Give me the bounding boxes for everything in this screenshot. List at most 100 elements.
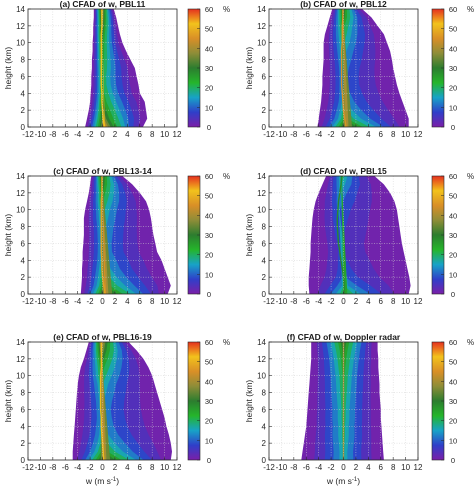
x-tick-label: -6 bbox=[303, 297, 311, 306]
x-tick-label: -8 bbox=[49, 130, 57, 139]
x-tick-label: 6 bbox=[138, 463, 143, 472]
y-tick-label: 8 bbox=[262, 56, 267, 65]
colorbar-tick-label: 30 bbox=[449, 231, 457, 240]
x-tick-label: -8 bbox=[290, 130, 298, 139]
x-tick-label: -8 bbox=[49, 297, 57, 306]
x-tick-label: 6 bbox=[379, 130, 384, 139]
colorbar: 0 10 20 30 40 50 60% bbox=[431, 5, 474, 132]
y-axis-label: height (km) bbox=[244, 380, 254, 423]
x-tick-label: 8 bbox=[150, 463, 155, 472]
colorbar-tick-label: 0 bbox=[207, 456, 211, 465]
colorbar-tick-label: 50 bbox=[449, 192, 457, 201]
x-axis-label: w (m s-1) bbox=[85, 476, 119, 486]
x-tick-label: 0 bbox=[100, 463, 105, 472]
colorbar: 0 10 20 30 40 50 60% bbox=[431, 338, 474, 465]
x-tick-label: 0 bbox=[100, 297, 105, 306]
colorbar: 0 10 20 30 40 50 60% bbox=[187, 5, 230, 132]
x-axis-label: w (m s-1) bbox=[326, 476, 360, 486]
panel-title: (c) CFAD of w, PBL13-14 bbox=[53, 166, 152, 176]
x-tick-label: -2 bbox=[328, 463, 336, 472]
x-tick-label: -12 bbox=[263, 297, 275, 306]
y-tick-label: 6 bbox=[21, 239, 26, 248]
y-tick-label: 4 bbox=[262, 89, 267, 98]
y-tick-label: 4 bbox=[21, 256, 26, 265]
contour-band bbox=[98, 176, 123, 294]
colorbar-tick-label: 10 bbox=[205, 270, 213, 279]
x-tick-label: -2 bbox=[328, 297, 336, 306]
x-tick-label: 0 bbox=[341, 130, 346, 139]
x-tick-label: 0 bbox=[341, 297, 346, 306]
x-tick-label: 4 bbox=[366, 297, 371, 306]
cfad-field bbox=[308, 176, 411, 294]
y-tick-label: 14 bbox=[257, 338, 266, 347]
x-tick-label: 10 bbox=[401, 463, 410, 472]
x-tick-label: 6 bbox=[379, 297, 384, 306]
x-tick-label: 8 bbox=[150, 130, 155, 139]
y-tick-label: 6 bbox=[262, 405, 267, 414]
panel-title: (f) CFAD of w, Doppler radar bbox=[287, 332, 401, 342]
cfad-field bbox=[301, 342, 384, 460]
y-tick-label: 4 bbox=[262, 422, 267, 431]
x-tick-label: 0 bbox=[100, 130, 105, 139]
y-tick-label: 8 bbox=[21, 389, 26, 398]
y-tick-label: 14 bbox=[16, 172, 25, 181]
x-tick-label: -2 bbox=[87, 130, 95, 139]
y-tick-label: 6 bbox=[262, 72, 267, 81]
x-tick-label: -6 bbox=[62, 463, 70, 472]
x-tick-label: -12 bbox=[22, 130, 34, 139]
x-tick-label: 2 bbox=[354, 463, 359, 472]
contour-band bbox=[101, 176, 109, 294]
x-tick-label: 4 bbox=[366, 463, 371, 472]
y-tick-label: 14 bbox=[257, 172, 266, 181]
y-tick-label: 14 bbox=[257, 5, 266, 14]
x-tick-label: 4 bbox=[125, 463, 130, 472]
x-tick-label: -8 bbox=[49, 463, 57, 472]
colorbar-tick-label: 50 bbox=[205, 358, 213, 367]
colorbar-tick-label: 20 bbox=[449, 84, 457, 93]
colorbar-tick-label: 30 bbox=[449, 64, 457, 73]
x-tick-label: 0 bbox=[341, 463, 346, 472]
colorbar-tick-label: 0 bbox=[451, 456, 455, 465]
x-tick-label: 12 bbox=[414, 297, 423, 306]
x-tick-label: 4 bbox=[366, 130, 371, 139]
colorbar-tick-label: 10 bbox=[205, 436, 213, 445]
contour-band bbox=[330, 176, 371, 294]
y-tick-label: 0 bbox=[262, 123, 267, 132]
x-tick-label: 8 bbox=[391, 297, 396, 306]
colorbar-unit: % bbox=[467, 338, 474, 347]
x-tick-label: -12 bbox=[22, 297, 34, 306]
x-tick-label: 2 bbox=[354, 297, 359, 306]
x-tick-label: 8 bbox=[391, 130, 396, 139]
y-tick-label: 10 bbox=[257, 372, 266, 381]
cfad-field bbox=[80, 176, 171, 294]
y-tick-label: 10 bbox=[257, 39, 266, 48]
x-tick-label: -4 bbox=[74, 463, 82, 472]
y-tick-label: 0 bbox=[21, 123, 26, 132]
x-tick-label: -12 bbox=[263, 130, 275, 139]
y-tick-label: 12 bbox=[257, 189, 266, 198]
y-tick-label: 6 bbox=[21, 72, 26, 81]
y-tick-label: 0 bbox=[262, 290, 267, 299]
y-tick-label: 4 bbox=[262, 256, 267, 265]
colorbar-unit: % bbox=[223, 338, 230, 347]
x-tick-label: 12 bbox=[173, 130, 182, 139]
y-tick-label: 12 bbox=[257, 22, 266, 31]
y-tick-label: 8 bbox=[21, 223, 26, 232]
colorbar-tick-label: 20 bbox=[449, 417, 457, 426]
contour-band bbox=[101, 176, 106, 294]
x-tick-label: 6 bbox=[138, 130, 143, 139]
x-tick-label: 4 bbox=[125, 297, 130, 306]
x-tick-label: 10 bbox=[160, 130, 169, 139]
colorbar-tick-label: 20 bbox=[205, 251, 213, 260]
y-tick-label: 6 bbox=[262, 239, 267, 248]
y-tick-label: 2 bbox=[262, 439, 267, 448]
cfad-field bbox=[317, 9, 409, 127]
x-tick-label: -10 bbox=[276, 463, 288, 472]
colorbar-tick-label: 30 bbox=[205, 231, 213, 240]
y-tick-label: 4 bbox=[21, 422, 26, 431]
x-tick-label: -2 bbox=[87, 297, 95, 306]
x-tick-label: -6 bbox=[303, 130, 311, 139]
colorbar-tick-label: 0 bbox=[207, 123, 211, 132]
